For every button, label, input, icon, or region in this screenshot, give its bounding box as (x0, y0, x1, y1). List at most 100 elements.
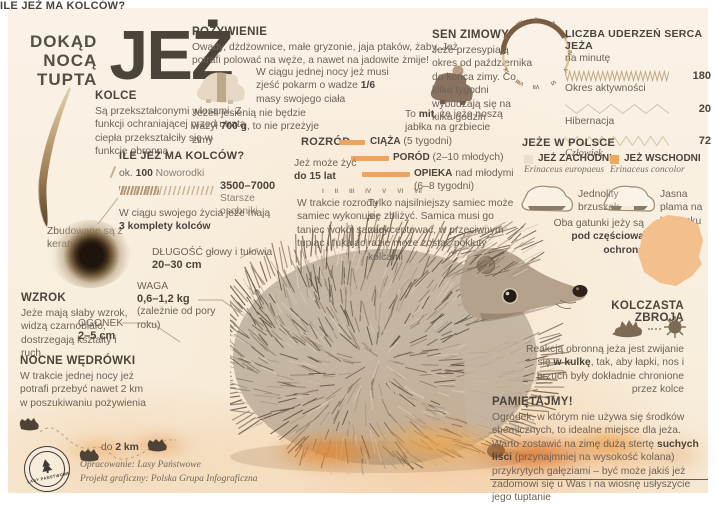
rozrod-month-scale: I II III IV V VI VII (322, 188, 422, 195)
night-trail (19, 418, 177, 462)
autumn-text: Jeżeli jesienią nie będzie ważył (192, 108, 306, 133)
food-note-bold: 1/6 (360, 80, 376, 92)
tail-value: 2–5 cm (78, 330, 116, 343)
heart-rate-header: LICZBA UDERZEŃ SERCA JEŻA (565, 28, 703, 52)
spine-sets-text: W ciągu swojego życia jeże mają (119, 208, 271, 219)
newborn-label: Noworodki (152, 168, 205, 179)
lifespan-bold: do 15 lat (294, 171, 336, 183)
sen-zimowy-header: SEN ZIMOWY (432, 29, 510, 41)
west-hedgehog-icon (521, 185, 573, 212)
older-spine-bar (119, 186, 215, 195)
opieka-rest: nad młodymi (6–8 tygodni) (414, 168, 514, 193)
zbroja-hedgehog-icon (612, 320, 642, 338)
active-label: Okres aktywności (565, 83, 646, 95)
scale-vii: VII (414, 188, 422, 195)
hedgehog-illustration (230, 211, 588, 475)
nocne-section: NOCNE WĘDRÓWKI W trakcie jednej nocy jeż… (20, 355, 150, 410)
ile-kolcow-section: ILE JEŻ MA KOLCÓW? ok. 100 Noworodki (119, 150, 294, 180)
pozywienie-header: POŻYWIENIE (192, 26, 268, 38)
bottom-rule (490, 479, 708, 480)
length-measurement: DŁUGOŚĆ głowy i tułowia 20–30 cm (152, 246, 312, 271)
protection-text: Oba gatunki jeży są (553, 218, 644, 229)
opieka-name: OPIEKA (414, 168, 453, 179)
hedgehog-whiskers (555, 299, 577, 309)
scale-ii: II (334, 188, 339, 195)
ciaza-bar (339, 140, 365, 145)
credit-line-1: Opracowanie: Lasy Państwowe (80, 460, 201, 470)
food-note: W ciągu jednej nocy jeż musi zjeść pokar… (256, 66, 394, 106)
zbroja-bold: w kulkę (553, 357, 591, 369)
older-block: 3500–7000 Starsze osobniki (220, 180, 295, 219)
older-label: Starsze osobniki (220, 193, 258, 218)
heart-row-human: 72 (565, 135, 711, 147)
east-hedgehog-icon (603, 185, 655, 212)
dance-note: W trakcie rozrodu samiec wykonuje taniec… (297, 198, 389, 250)
pamietajmy-text2: (przynajmniej na wysokość kolana) przykr… (492, 452, 691, 504)
lifespan-note: Jeż może żyć do 15 lat (294, 157, 372, 184)
protection-note: Oba gatunki jeży są pod częściową ochron… (550, 217, 644, 257)
month-label: I (535, 17, 537, 23)
rozrod-header: ROZRÓD (301, 136, 351, 148)
kolce-body: Są przekształconymi włosami. Z funkcji o… (95, 106, 246, 158)
length-value: 20–30 cm (152, 259, 202, 272)
food-note-text: W ciągu jednej nocy jeż musi zjeść pokar… (256, 67, 389, 92)
lasy-panstwowe-logo: LASY PAŃSTWOWE (19, 441, 75, 497)
opieka-bar (362, 172, 410, 177)
pamietajmy-bold: suchych liści (492, 438, 699, 464)
scale-i: I (322, 188, 324, 195)
porod-rest: (2–10 młodych) (429, 152, 504, 163)
hedgehog-sixth-icon (196, 72, 245, 104)
length-label: DŁUGOŚĆ głowy i tułowia (152, 247, 273, 258)
ciaza-label: CIĄŻA (5 tygodni) (370, 135, 480, 148)
trail-hedgehog-icon (19, 418, 167, 462)
hedgehog-forehead-spines (443, 221, 545, 279)
food-note-text2: masy swojego ciała (256, 93, 346, 105)
tail-measurement: OGONEK 2–5 cm (78, 317, 148, 342)
east-latin: Erinaceus concolor (610, 165, 685, 175)
heart-rate-sub: na minutę (565, 53, 611, 64)
heart-row-active: 180 (565, 70, 711, 83)
ile-header: ILE JEŻ MA KOLCÓW? (119, 150, 245, 162)
east-name: JEŻ WSCHODNI (624, 153, 701, 164)
poland-map (638, 215, 703, 286)
porod-label: PORÓD (2–10 młodych) (393, 151, 518, 164)
pozywienie-section: POŻYWIENIE Owady, dżdżownice, małe gryzo… (192, 26, 458, 68)
distance-bold: 2 km (115, 442, 139, 453)
distance-text: do (101, 442, 116, 453)
ciaza-name: CIĄŻA (370, 136, 401, 147)
porod-bar (351, 156, 389, 161)
scale-v: V (382, 188, 387, 195)
wzrok-body: Jeże mają słaby wzrok, widzą czarnobiało… (21, 308, 128, 360)
trail-distance: do 2 km (101, 441, 139, 454)
west-note: Jednolity brzuszek (578, 189, 620, 214)
kolce-header: KOLCE (95, 90, 137, 102)
porod-name: PORÓD (393, 152, 430, 163)
hibernation-label: Hibernacja (565, 115, 615, 127)
pamietajmy-section: PAMIĘTAJMY! Ogródek, w którym nie używa … (492, 396, 708, 505)
wzrok-section: WZROK Jeże mają słaby wzrok, widzą czarn… (21, 292, 133, 361)
male-note: Tylko najsilniejszy samiec może się zbli… (368, 198, 514, 263)
credit-line-2: Projekt graficzny: Polska Grupa Infograf… (80, 474, 258, 485)
spine-sets-bold: 3 komplety kolców (119, 221, 211, 233)
active-value: 180 (692, 70, 711, 83)
pamietajmy-body: Ogródek, w którym nie używa się środków … (492, 411, 708, 505)
zbroja-text2: , tak, aby łapki, nos i brzuch były dokł… (536, 357, 684, 396)
zbroja-body: Reakcją obronną jeża jest zwijanie się w… (514, 343, 684, 397)
autumn-text2: , to nie przeżyje zimy (192, 121, 320, 146)
nocne-body: W trakcie jednej nocy jeż potrafi przeby… (20, 371, 146, 409)
hedgehog-nose (572, 285, 588, 297)
sen-zimowy-body: Jeże przesypiają okres od października d… (432, 45, 533, 123)
opieka-label: OPIEKA nad młodymi (6–8 tygodni) (414, 167, 520, 194)
heart-rate-section: LICZBA UDERZEŃ SERCA JEŻA na minutę 180 … (565, 28, 711, 161)
zbroja-header-line2: ZBROJA (634, 312, 684, 324)
newborn-line: ok. 100 Noworodki (119, 167, 294, 180)
pozywienie-body: Owady, dżdżownice, małe gryzonie, jaja p… (192, 42, 458, 67)
older-count: 3500–7000 (220, 180, 276, 192)
sen-zimowy-section: SEN ZIMOWY Jeże przesypiają okres od paź… (432, 29, 534, 124)
ile-kolcow-header: ILE JEŻ MA KOLCÓW? (0, 0, 126, 12)
heart-row-hibernation: 20 (565, 103, 711, 115)
autumn-note: Jeżeli jesienią nie będzie ważył 700 g, … (192, 107, 332, 147)
west-name: JEŻ ZACHODNI (538, 153, 612, 164)
human-zigzag (565, 135, 669, 147)
weight-measurement: WAGA 0,6–1,2 kg (zależnie od pory roku) (137, 280, 225, 332)
